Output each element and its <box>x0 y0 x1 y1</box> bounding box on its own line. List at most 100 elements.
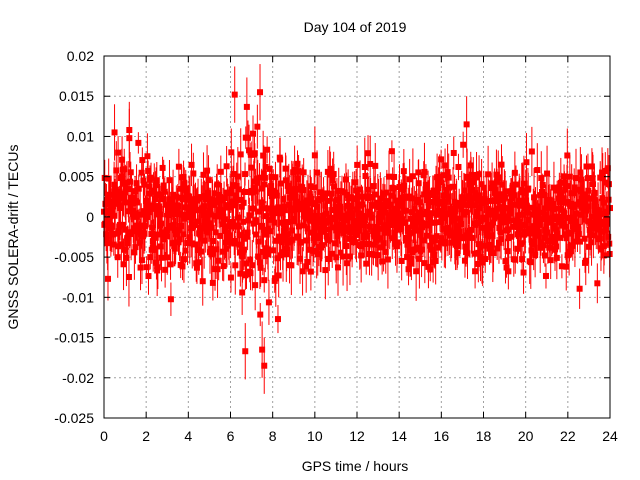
data-point <box>153 259 160 266</box>
data-point <box>264 146 271 153</box>
data-point <box>556 199 563 206</box>
data-point <box>319 226 326 233</box>
data-point <box>310 247 317 254</box>
data-point <box>205 195 212 202</box>
data-point <box>220 263 227 270</box>
data-point <box>452 207 459 214</box>
data-point <box>465 202 472 209</box>
data-point <box>259 248 266 255</box>
data-point <box>414 227 421 234</box>
data-point <box>441 198 448 205</box>
data-point <box>274 316 281 323</box>
data-point <box>283 251 290 258</box>
data-point <box>328 190 335 197</box>
data-point <box>108 223 115 230</box>
data-point <box>482 256 489 263</box>
data-point <box>366 223 373 230</box>
data-point <box>210 250 217 257</box>
data-point <box>407 229 414 236</box>
data-point <box>400 185 407 192</box>
data-point <box>359 216 366 223</box>
data-point <box>495 205 502 212</box>
data-point <box>264 246 271 253</box>
data-point <box>266 216 273 223</box>
data-point <box>477 218 484 225</box>
data-point <box>261 277 268 284</box>
data-point <box>325 236 332 243</box>
data-point <box>512 181 519 188</box>
data-point <box>365 186 372 193</box>
data-point <box>433 188 440 195</box>
data-point <box>303 237 310 244</box>
data-point <box>316 218 323 225</box>
data-point <box>429 210 436 217</box>
data-point <box>267 228 274 235</box>
data-point <box>392 209 399 216</box>
data-point <box>118 173 125 180</box>
data-point <box>401 182 408 189</box>
data-point <box>420 237 427 244</box>
data-point <box>507 198 514 205</box>
data-point <box>296 206 303 213</box>
data-point <box>104 240 111 247</box>
data-point <box>508 233 515 240</box>
data-point <box>599 195 606 202</box>
data-point <box>314 169 321 176</box>
data-point <box>431 219 438 226</box>
data-point <box>524 204 531 211</box>
data-point <box>314 251 321 258</box>
data-point <box>193 264 200 271</box>
data-point <box>499 210 506 217</box>
data-point <box>281 207 288 214</box>
data-point <box>266 165 273 172</box>
data-point <box>298 200 305 207</box>
data-point <box>247 256 254 263</box>
data-point <box>421 168 428 175</box>
data-point <box>405 235 412 242</box>
data-point <box>231 240 238 247</box>
data-point <box>477 254 484 261</box>
data-point <box>497 229 504 236</box>
data-point <box>450 217 457 224</box>
data-point <box>585 243 592 250</box>
x-tick-label: 0 <box>100 428 108 444</box>
data-point <box>326 255 333 262</box>
data-point <box>165 212 172 219</box>
data-point <box>340 253 347 260</box>
data-point <box>198 248 205 255</box>
data-point <box>352 225 359 232</box>
data-point <box>382 209 389 216</box>
data-point <box>380 240 387 247</box>
data-point <box>492 187 499 194</box>
data-point <box>591 189 598 196</box>
data-point <box>512 256 519 263</box>
data-point <box>463 121 470 128</box>
data-point <box>335 264 342 271</box>
data-point <box>585 187 592 194</box>
data-point <box>465 193 472 200</box>
data-point <box>114 254 121 261</box>
data-point <box>159 196 166 203</box>
data-point <box>248 189 255 196</box>
y-tick-label: 0 <box>86 209 94 225</box>
data-point <box>540 191 547 198</box>
y-tick-label: 0.01 <box>67 128 94 144</box>
data-point <box>322 267 329 274</box>
data-point <box>556 184 563 191</box>
data-point <box>577 211 584 218</box>
data-point <box>409 173 416 180</box>
data-point <box>125 186 132 193</box>
data-point <box>226 204 233 211</box>
data-point <box>331 216 338 223</box>
data-point <box>255 253 262 260</box>
data-point <box>299 268 306 275</box>
data-point <box>590 193 597 200</box>
data-point <box>286 201 293 208</box>
data-point <box>221 216 228 223</box>
data-point <box>486 245 493 252</box>
data-point <box>589 175 596 182</box>
y-tick-label: -0.02 <box>62 370 94 386</box>
data-point <box>138 169 145 176</box>
data-point <box>311 152 318 159</box>
data-point <box>282 225 289 232</box>
